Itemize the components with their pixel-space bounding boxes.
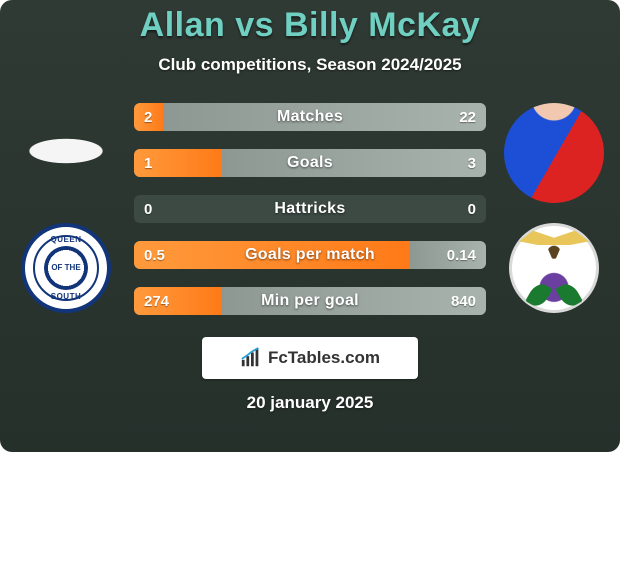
right-club-badge <box>509 223 599 313</box>
stat-row: 0 0 Hattricks <box>134 195 486 223</box>
stat-row: 0.50.14Goals per match <box>134 241 486 269</box>
left-player-avatar <box>16 103 116 203</box>
stat-value-right: 22 <box>449 103 486 131</box>
stat-value-left: 0 <box>134 195 162 223</box>
stat-value-right: 3 <box>458 149 486 177</box>
date-text: 20 january 2025 <box>0 393 620 413</box>
stat-label: Hattricks <box>274 200 345 218</box>
stat-value-right: 0.14 <box>437 241 486 269</box>
right-player-avatar <box>504 103 604 203</box>
chart-icon <box>240 347 262 369</box>
stat-row: 222Matches <box>134 103 486 131</box>
right-side <box>494 103 614 315</box>
left-club-badge: QUEEN OF THE SOUTH <box>21 223 111 313</box>
stat-value-left: 0.5 <box>134 241 175 269</box>
page-title: Allan vs Billy McKay <box>0 6 620 45</box>
stat-fill-right <box>163 103 486 131</box>
stat-fill-left <box>134 241 409 269</box>
subtitle: Club competitions, Season 2024/2025 <box>0 55 620 75</box>
stat-value-right: 840 <box>441 287 486 315</box>
stat-fill-right <box>222 149 486 177</box>
stat-bars: 222Matches13Goals00Hattricks0.50.14Goals… <box>126 103 494 315</box>
stat-value-left: 2 <box>134 103 162 131</box>
stat-row: 274840Min per goal <box>134 287 486 315</box>
left-side: QUEEN OF THE SOUTH <box>6 103 126 315</box>
stat-value-left: 1 <box>134 149 162 177</box>
brand-badge: FcTables.com <box>202 337 418 379</box>
stat-row: 13Goals <box>134 149 486 177</box>
main-row: QUEEN OF THE SOUTH 222Matches13Goals00Ha… <box>0 103 620 315</box>
comparison-card: Allan vs Billy McKay Club competitions, … <box>0 0 620 452</box>
stat-value-left: 274 <box>134 287 179 315</box>
brand-text: FcTables.com <box>268 348 380 368</box>
stat-value-right: 0 <box>458 195 486 223</box>
